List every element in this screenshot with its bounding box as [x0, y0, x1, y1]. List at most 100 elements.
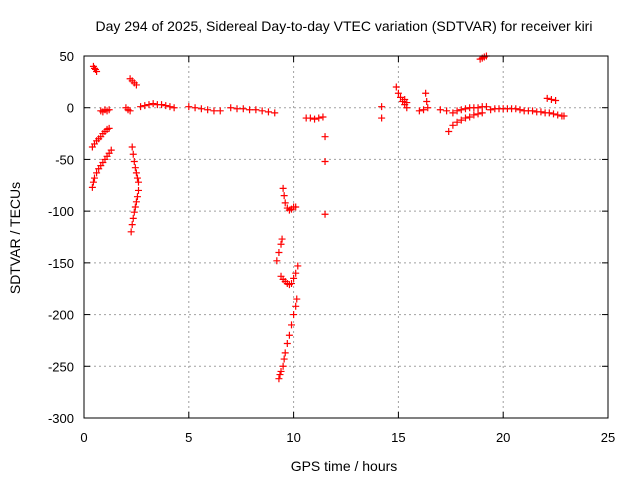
data-point — [461, 105, 469, 113]
data-point — [166, 103, 174, 111]
data-point — [93, 68, 101, 76]
data-point — [321, 210, 329, 218]
data-point — [529, 107, 537, 115]
data-point — [107, 146, 115, 154]
data-point — [275, 375, 283, 383]
y-tick-label: -50 — [55, 152, 74, 167]
x-tick-label: 15 — [391, 430, 405, 445]
data-point — [470, 111, 478, 119]
data-point — [294, 262, 302, 270]
data-point — [149, 100, 157, 108]
data-point — [132, 198, 140, 206]
data-point — [258, 107, 266, 115]
data-point — [162, 102, 170, 110]
data-point — [487, 106, 495, 114]
data-point — [128, 221, 136, 229]
data-point — [129, 214, 137, 222]
data-point — [210, 107, 218, 115]
y-axis-label: SDTVAR / TECUs — [7, 182, 23, 294]
data-point — [321, 157, 329, 165]
data-point — [133, 193, 141, 201]
data-point — [204, 106, 212, 114]
data-point — [394, 89, 402, 97]
x-tick-labels: 0 5 10 15 20 25 — [80, 430, 615, 445]
data-point — [281, 199, 289, 207]
data-point — [288, 321, 296, 329]
data-point — [128, 143, 136, 151]
data-point — [457, 106, 465, 114]
y-tick-label: 50 — [60, 49, 74, 64]
y-tick-label: -250 — [48, 359, 74, 374]
data-point — [197, 105, 205, 113]
data-point — [227, 104, 235, 112]
data-point — [246, 106, 254, 114]
data-point — [392, 83, 400, 91]
data-point — [474, 110, 482, 118]
data-point — [378, 103, 386, 111]
data-point — [276, 371, 284, 379]
data-point — [474, 104, 482, 112]
data-point — [130, 157, 138, 165]
data-point — [129, 150, 137, 158]
data-point — [233, 105, 241, 113]
data-point — [88, 183, 96, 191]
data-point — [90, 174, 98, 182]
data-point — [512, 105, 520, 113]
data-point — [288, 280, 296, 288]
data-point — [545, 109, 553, 117]
data-point — [126, 107, 134, 115]
data-point — [145, 101, 153, 109]
data-point — [449, 121, 457, 129]
y-tick-label: -100 — [48, 204, 74, 219]
data-point — [560, 112, 568, 120]
data-point — [443, 107, 451, 115]
data-point — [191, 104, 199, 112]
data-point — [453, 107, 461, 115]
data-point — [461, 114, 469, 122]
data-point — [319, 113, 327, 121]
data-point — [554, 111, 562, 119]
data-point — [271, 109, 279, 117]
y-tick-label: -300 — [48, 411, 74, 426]
data-point — [264, 108, 272, 116]
data-point — [132, 169, 140, 177]
data-point — [403, 99, 411, 107]
data-point — [131, 203, 139, 211]
axis-ticks — [83, 55, 609, 419]
data-point — [281, 349, 289, 357]
data-point — [105, 106, 113, 114]
data-point — [132, 81, 140, 89]
data-point — [547, 95, 555, 103]
data-point — [423, 98, 431, 106]
data-point — [280, 355, 288, 363]
x-tick-label: 0 — [80, 430, 87, 445]
data-point — [293, 295, 301, 303]
data-point — [453, 118, 461, 126]
data-point — [445, 128, 453, 136]
x-tick-label: 25 — [601, 430, 615, 445]
data-point — [277, 240, 285, 248]
data-point — [550, 110, 558, 118]
x-axis-label: GPS time / hours — [291, 458, 398, 474]
data-point — [478, 109, 486, 117]
data-point — [252, 106, 260, 114]
data-point — [185, 103, 193, 111]
y-tick-label: 0 — [67, 101, 74, 116]
data-point — [422, 89, 430, 97]
data-point — [552, 96, 560, 104]
data-point — [278, 235, 286, 243]
data-point — [141, 102, 149, 110]
data-point — [537, 108, 545, 116]
chart-title: Day 294 of 2025, Sidereal Day-to-day VTE… — [96, 18, 593, 34]
data-point — [133, 174, 141, 182]
data-point — [321, 133, 329, 141]
data-point — [137, 103, 145, 111]
data-point — [292, 203, 300, 211]
data-point — [424, 104, 432, 112]
data-point — [292, 269, 300, 277]
x-tick-label: 10 — [286, 430, 300, 445]
data-point — [134, 186, 142, 194]
data-point — [131, 164, 139, 172]
data-point — [239, 105, 247, 113]
